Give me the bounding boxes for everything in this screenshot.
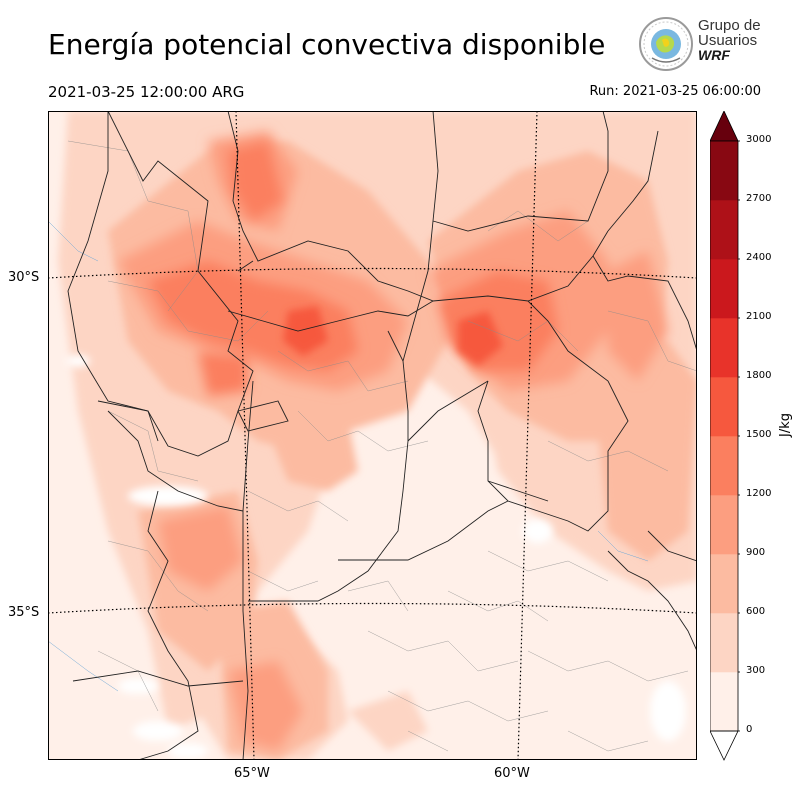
colorbar-tick-label: 2400	[746, 252, 772, 263]
wrf-users-logo: Grupo de Usuarios WRF	[638, 16, 763, 72]
cape-map-canvas	[48, 111, 697, 760]
colorbar-unit: J/kg	[778, 413, 793, 437]
colorbar-band	[710, 200, 738, 260]
colorbar-band	[710, 259, 738, 319]
logo-wordmark: Grupo de Usuarios WRF	[698, 18, 761, 63]
map-title: Energía potencial convectiva disponible	[48, 28, 606, 61]
cape-zero-patches	[66, 355, 686, 759]
colorbar-band	[710, 613, 738, 673]
lon-label-65w: 65°W	[234, 766, 270, 781]
lat-label-30s: 30°S	[8, 270, 40, 285]
colorbar-tick-label: 600	[746, 606, 766, 617]
colorbar-tick-label: 3000	[746, 134, 772, 145]
colorbar: 0 300 600 900 1200 1500 1800 2100 2400 2700 3000	[709, 110, 772, 761]
colorbar-tick-label: 1500	[746, 429, 772, 440]
graticule	[48, 111, 697, 760]
colorbar-band	[710, 672, 738, 732]
cape-map	[48, 111, 697, 760]
logo-line-1: Grupo de	[698, 17, 761, 34]
colorbar-tick-label: 1200	[746, 488, 772, 499]
colorbar-extend-bottom	[709, 730, 739, 761]
lon-label-60w: 60°W	[494, 766, 530, 781]
colorbar-band	[710, 554, 738, 614]
globe-seal-icon	[639, 17, 693, 71]
logo-line-3: WRF	[698, 47, 730, 63]
cape-level-1500	[283, 306, 503, 366]
colorbar-band	[710, 436, 738, 496]
colorbar-tick-label: 2100	[746, 311, 772, 322]
colorbar-band	[710, 141, 738, 201]
rivers	[48, 220, 649, 692]
colorbar-band	[710, 318, 738, 378]
colorbar-tick-label: 300	[746, 665, 766, 676]
department-boundaries	[67, 140, 697, 752]
graticule-30s	[48, 267, 697, 279]
valid-time: 2021-03-25 12:00:00 ARG	[48, 83, 245, 101]
graticule-35s	[48, 602, 697, 614]
map-frame	[48, 111, 697, 760]
colorbar-tick-label: 0	[746, 724, 753, 735]
colorbar-tick-label: 900	[746, 547, 766, 558]
run-time: Run: 2021-03-25 06:00:00	[589, 84, 761, 99]
graticule-60w	[517, 111, 538, 760]
colorbar-swatches	[709, 110, 740, 761]
colorbar-band	[710, 495, 738, 555]
colorbar-tick-label: 1800	[746, 370, 772, 381]
graticule-65w	[235, 111, 255, 760]
colorbar-band	[710, 377, 738, 437]
lat-label-35s: 35°S	[8, 605, 40, 620]
colorbar-tick-label: 2700	[746, 193, 772, 204]
logo-line-2: Usuarios	[698, 32, 758, 49]
province-boundaries	[67, 111, 697, 760]
colorbar-extend-top	[709, 110, 739, 142]
colorbar-bands	[710, 141, 738, 732]
